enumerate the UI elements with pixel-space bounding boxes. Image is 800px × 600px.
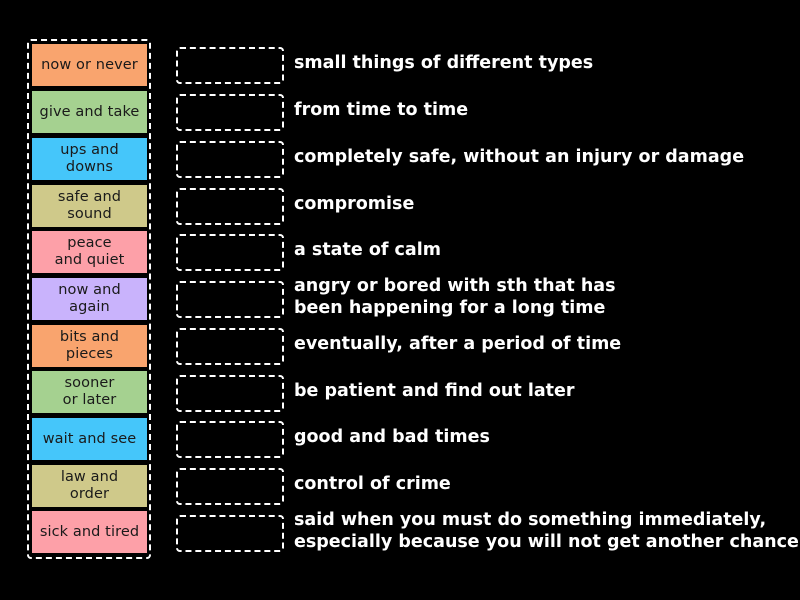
tile-label: peace and quiet — [54, 235, 125, 268]
drop-slot[interactable] — [176, 234, 284, 271]
tile-give-and-take[interactable]: give and take — [32, 91, 147, 133]
tile-label: give and take — [39, 103, 140, 120]
drop-slot[interactable] — [176, 375, 284, 412]
tile-bits-and-pieces[interactable]: bits and pieces — [32, 325, 147, 367]
tile-bank — [27, 39, 151, 559]
tile-now-and-again[interactable]: now and again — [32, 278, 147, 320]
tile-sick-and-tired[interactable]: sick and tired — [32, 511, 147, 553]
tile-peace-and-quiet[interactable]: peace and quiet — [32, 231, 147, 273]
definition-text: be patient and find out later — [294, 381, 575, 401]
tile-now-or-never[interactable]: now or never — [32, 44, 147, 86]
definition-text: compromise — [294, 194, 415, 214]
tile-sooner-or-later[interactable]: sooner or later — [32, 371, 147, 413]
tile-label: now and again — [58, 282, 121, 315]
tile-ups-and-downs[interactable]: ups and downs — [32, 138, 147, 180]
tile-label: wait and see — [42, 430, 137, 447]
tile-label: bits and pieces — [59, 329, 120, 362]
drop-slot[interactable] — [176, 328, 284, 365]
tile-label: ups and downs — [60, 142, 119, 175]
definition-text: good and bad times — [294, 427, 490, 447]
definition-text: small things of different types — [294, 53, 594, 73]
tile-law-and-order[interactable]: law and order — [32, 465, 147, 507]
tile-label: safe and sound — [57, 189, 122, 222]
definition-text: eventually, after a period of time — [294, 334, 622, 354]
tile-safe-and-sound[interactable]: safe and sound — [32, 185, 147, 227]
drop-slot[interactable] — [176, 515, 284, 552]
drop-slot[interactable] — [176, 421, 284, 458]
drop-slot[interactable] — [176, 188, 284, 225]
definition-text: angry or bored with sth that has been ha… — [294, 276, 616, 318]
tile-label: law and order — [60, 469, 119, 502]
drop-slot[interactable] — [176, 141, 284, 178]
definition-text: control of crime — [294, 474, 451, 494]
tile-wait-and-see[interactable]: wait and see — [32, 418, 147, 460]
definition-text: a state of calm — [294, 240, 441, 260]
definition-text: completely safe, without an injury or da… — [294, 147, 745, 167]
definition-text: said when you must do something immediat… — [294, 510, 799, 552]
drop-slot[interactable] — [176, 281, 284, 318]
drop-slot[interactable] — [176, 94, 284, 131]
definition-text: from time to time — [294, 100, 469, 120]
tile-label: sick and tired — [39, 523, 140, 540]
tile-label: sooner or later — [62, 375, 117, 408]
drop-slot[interactable] — [176, 468, 284, 505]
tile-label: now or never — [41, 56, 138, 73]
drop-slot[interactable] — [176, 47, 284, 84]
